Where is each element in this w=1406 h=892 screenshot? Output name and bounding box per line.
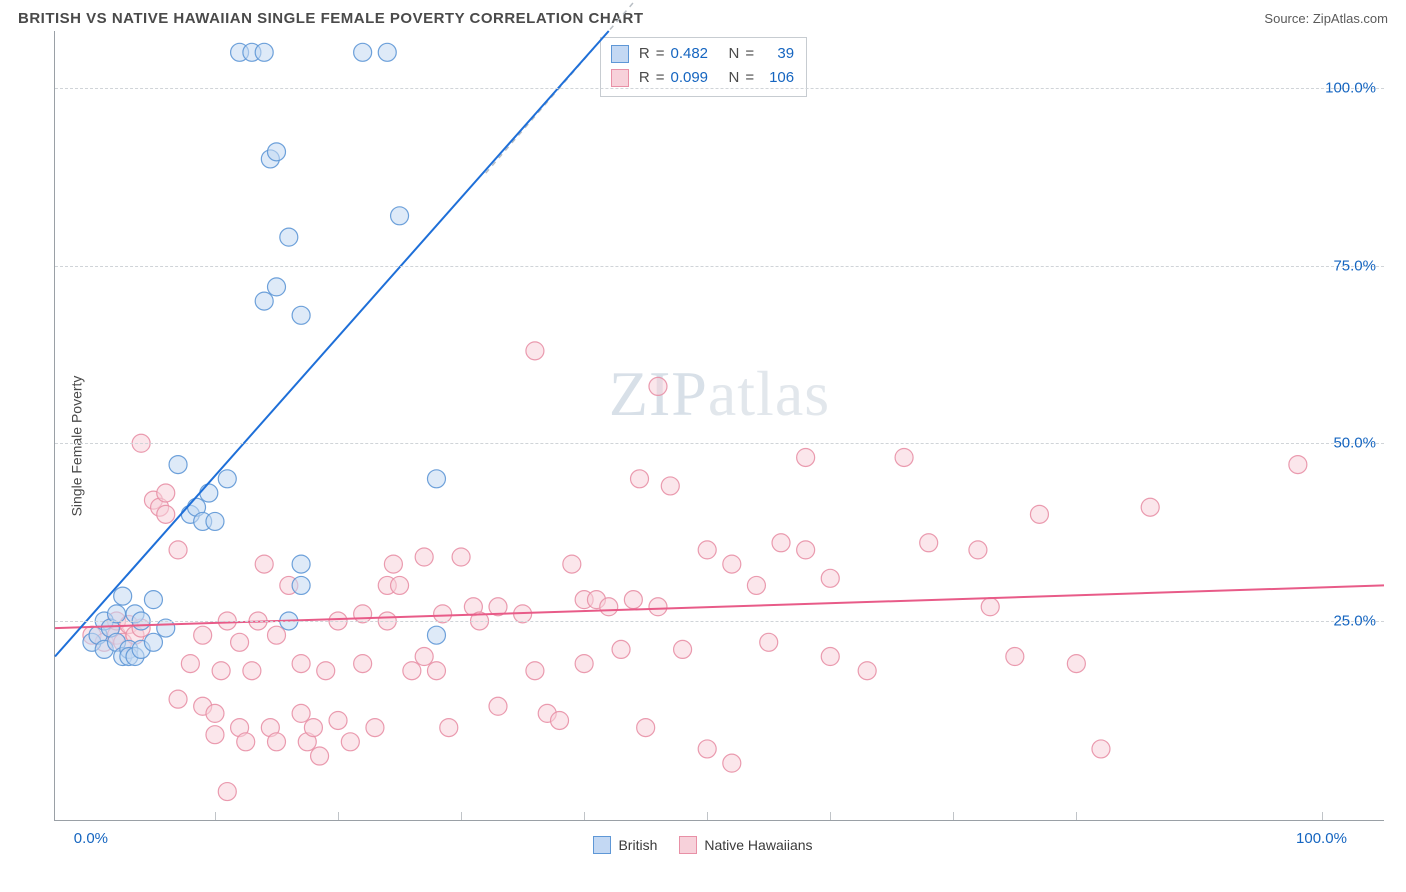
x-tick-mark — [830, 812, 831, 820]
source-value: ZipAtlas.com — [1313, 11, 1388, 26]
series-legend: British Native Hawaiians — [10, 829, 1396, 861]
legend-swatch — [679, 836, 697, 854]
gridline-h — [55, 88, 1384, 89]
y-tick-label: 25.0% — [1333, 612, 1376, 629]
source-label: Source: — [1264, 11, 1309, 26]
legend-item: British — [593, 836, 657, 854]
legend-label: British — [618, 837, 657, 853]
plot-area: ZIPatlas R=0.482N=39R=0.099N=106 25.0%50… — [54, 31, 1384, 821]
x-tick-mark — [461, 812, 462, 820]
x-tick-mark — [584, 812, 585, 820]
legend-swatch — [593, 836, 611, 854]
plot-svg — [55, 31, 1384, 820]
gridline-h — [55, 443, 1384, 444]
correlation-chart: BRITISH VS NATIVE HAWAIIAN SINGLE FEMALE… — [10, 10, 1396, 882]
legend-label: Native Hawaiians — [704, 837, 812, 853]
header-row: BRITISH VS NATIVE HAWAIIAN SINGLE FEMALE… — [10, 10, 1396, 31]
gridline-h — [55, 621, 1384, 622]
chart-title: BRITISH VS NATIVE HAWAIIAN SINGLE FEMALE… — [18, 10, 644, 27]
gridline-h — [55, 266, 1384, 267]
y-tick-label: 50.0% — [1333, 435, 1376, 452]
x-tick-mark — [1076, 812, 1077, 820]
source-attribution: Source: ZipAtlas.com — [1264, 11, 1388, 26]
x-tick-mark — [338, 812, 339, 820]
x-tick-mark — [707, 812, 708, 820]
x-tick-mark — [215, 812, 216, 820]
plot-outer: Single Female Poverty ZIPatlas R=0.482N=… — [10, 31, 1396, 861]
y-tick-label: 100.0% — [1325, 79, 1376, 96]
x-tick-mark — [1322, 812, 1323, 820]
y-tick-label: 75.0% — [1333, 257, 1376, 274]
x-tick-mark — [953, 812, 954, 820]
legend-item: Native Hawaiians — [679, 836, 812, 854]
